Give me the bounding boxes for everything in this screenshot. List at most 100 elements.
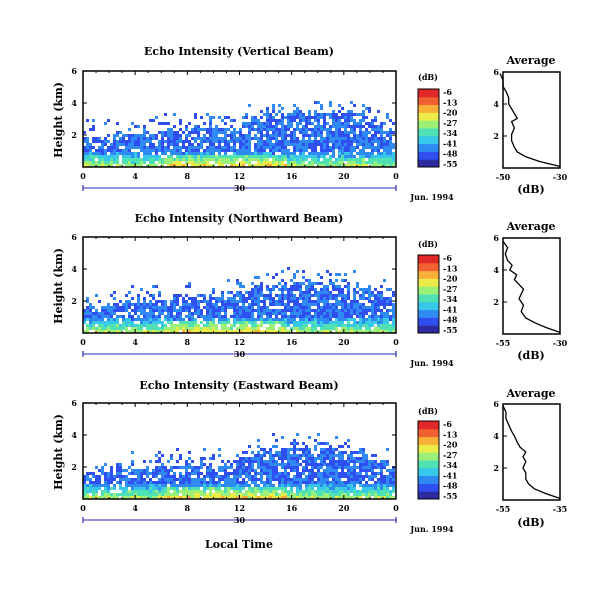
heatmap-cell xyxy=(140,146,143,149)
heatmap-cell xyxy=(131,285,134,288)
heatmap-cell xyxy=(293,466,296,469)
heatmap-cell xyxy=(263,152,266,155)
heatmap-cell xyxy=(332,113,335,116)
colorbar-swatch xyxy=(418,112,439,121)
heatmap-cell xyxy=(209,300,212,303)
heatmap-cell xyxy=(389,155,392,158)
heatmap-cell xyxy=(389,481,392,484)
heatmap-cell xyxy=(311,285,314,288)
heatmap-cell xyxy=(101,496,104,499)
heatmap-cell xyxy=(278,478,281,481)
heatmap-cell xyxy=(293,327,296,330)
heatmap-cell xyxy=(176,478,179,481)
heatmap-cell xyxy=(383,131,386,134)
heatmap-cell xyxy=(200,143,203,146)
heatmap-cell xyxy=(341,158,344,161)
heatmap-cell xyxy=(227,128,230,131)
heatmap-cell xyxy=(371,125,374,128)
heatmap-cell xyxy=(257,285,260,288)
heatmap-cell xyxy=(227,496,230,499)
heatmap-cell xyxy=(356,143,359,146)
heatmap-cell xyxy=(299,478,302,481)
heatmap-cell xyxy=(125,306,128,309)
heatmap-cell xyxy=(371,330,374,333)
heatmap-cell xyxy=(200,146,203,149)
heatmap-cell xyxy=(344,315,347,318)
heatmap-cell xyxy=(98,327,101,330)
heatmap-cell xyxy=(170,478,173,481)
heatmap-cell xyxy=(245,496,248,499)
heatmap-cell xyxy=(173,478,176,481)
heatmap-cell xyxy=(260,152,263,155)
heatmap-cell xyxy=(191,137,194,140)
heatmap-cell xyxy=(245,318,248,321)
heatmap-cell xyxy=(368,285,371,288)
heatmap-cell xyxy=(203,324,206,327)
heatmap-cell xyxy=(101,164,104,167)
heatmap-cell xyxy=(128,158,131,161)
heatmap-cell xyxy=(338,481,341,484)
heatmap-cell xyxy=(377,306,380,309)
heatmap-cell xyxy=(110,481,113,484)
heatmap-cell xyxy=(245,291,248,294)
heatmap-cell xyxy=(389,164,392,167)
heatmap-cell xyxy=(260,134,263,137)
heatmap-cell xyxy=(314,143,317,146)
heatmap-cell xyxy=(230,303,233,306)
heatmap-cell xyxy=(266,137,269,140)
heatmap-cell xyxy=(101,321,104,324)
heatmap-cell xyxy=(347,137,350,140)
heatmap-cell xyxy=(290,442,293,445)
heatmap-cell xyxy=(329,321,332,324)
colorbar-swatch xyxy=(418,301,439,311)
heatmap-cell xyxy=(170,469,173,472)
heatmap-cell xyxy=(146,466,149,469)
heatmap-cell xyxy=(284,288,287,291)
heatmap-cell xyxy=(170,155,173,158)
heatmap-cell xyxy=(92,161,95,164)
heatmap-cell xyxy=(134,312,137,315)
date-tick-label: 30 xyxy=(234,515,246,525)
heatmap-cell xyxy=(290,312,293,315)
heatmap-cell xyxy=(260,143,263,146)
heatmap-cell xyxy=(215,131,218,134)
profile-y-tick-label: 4 xyxy=(493,431,499,441)
heatmap-cell xyxy=(215,306,218,309)
heatmap-cell xyxy=(113,330,116,333)
heatmap-cell xyxy=(233,140,236,143)
heatmap-cell xyxy=(128,134,131,137)
heatmap-cell xyxy=(341,327,344,330)
heatmap-cell xyxy=(116,152,119,155)
heatmap-cell xyxy=(173,137,176,140)
heatmap-cell xyxy=(236,291,239,294)
heatmap-cell xyxy=(251,125,254,128)
heatmap-cell xyxy=(236,155,239,158)
heatmap-cell xyxy=(212,454,215,457)
heatmap-cell xyxy=(212,128,215,131)
heatmap-cell xyxy=(116,134,119,137)
heatmap-cell xyxy=(350,303,353,306)
heatmap-cell xyxy=(368,327,371,330)
heatmap-cell xyxy=(356,125,359,128)
heatmap-cell xyxy=(332,285,335,288)
heatmap-cell xyxy=(329,309,332,312)
heatmap-cell xyxy=(311,164,314,167)
heatmap-cell xyxy=(287,116,290,119)
heatmap-cell xyxy=(323,294,326,297)
heatmap-cell xyxy=(284,330,287,333)
heatmap-cell xyxy=(380,318,383,321)
heatmap-cell xyxy=(266,143,269,146)
heatmap-cell xyxy=(302,116,305,119)
heatmap-cell xyxy=(308,457,311,460)
heatmap-cell xyxy=(260,324,263,327)
heatmap-cell xyxy=(341,131,344,134)
heatmap-cell xyxy=(239,481,242,484)
heatmap-cell xyxy=(338,490,341,493)
heatmap-cell xyxy=(203,487,206,490)
heatmap-cell xyxy=(257,288,260,291)
heatmap-cell xyxy=(344,442,347,445)
heatmap-cell xyxy=(299,131,302,134)
heatmap-cell xyxy=(218,309,221,312)
heatmap-cell xyxy=(98,152,101,155)
heatmap-cell xyxy=(260,469,263,472)
